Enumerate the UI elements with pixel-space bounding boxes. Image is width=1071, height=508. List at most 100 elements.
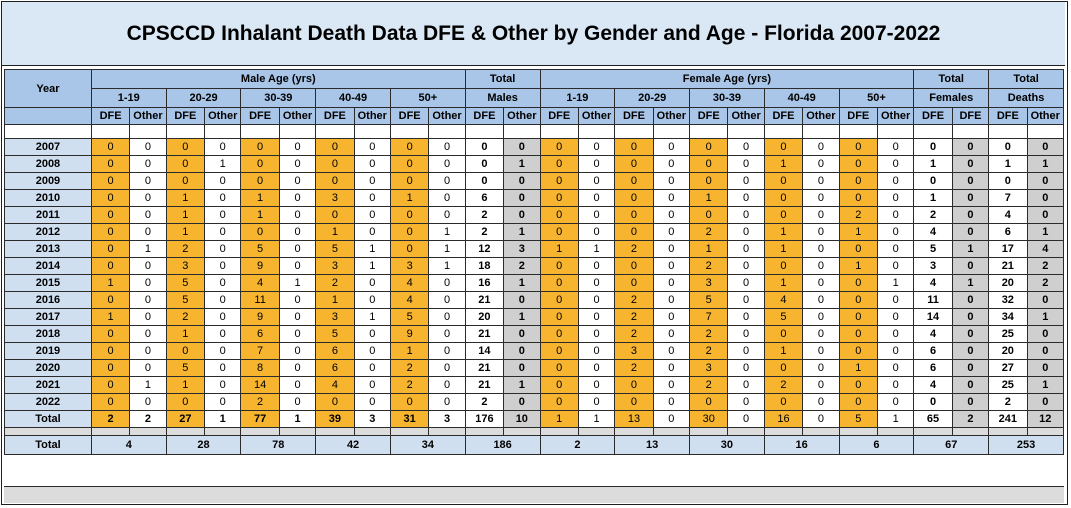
female-other-cell: 0 <box>727 342 765 360</box>
total-males-cell: 21 <box>464 359 505 377</box>
male-other-cell: 0 <box>353 274 391 292</box>
female-age-grand-cell: 13 <box>614 435 691 455</box>
female-other-cell: 0 <box>876 376 915 394</box>
female-other-cell: 0 <box>727 257 765 275</box>
female-other-cell: 0 <box>577 393 616 411</box>
male-other-cell: 0 <box>129 308 167 326</box>
male-dfe-cell: 0 <box>315 138 355 156</box>
female-dfe-cell: 0 <box>539 274 579 292</box>
female-other-cell: 0 <box>727 223 765 241</box>
dfe-header: DFE <box>240 107 280 125</box>
male-other-cell: 0 <box>204 325 242 343</box>
female-dfe-cell: 2 <box>614 240 654 258</box>
male-dfe-cell: 0 <box>165 138 206 156</box>
dfe-header: DFE <box>951 107 990 125</box>
female-other-cell: 0 <box>652 206 691 224</box>
spacer-cell <box>652 124 691 139</box>
female-dfe-cell: 1 <box>689 240 729 258</box>
male-dfe-cell: 8 <box>240 359 280 377</box>
female-dfe-cell: 0 <box>689 172 729 190</box>
female-other-cell: 0 <box>802 308 840 326</box>
female-age-grand-cell: 2 <box>539 435 616 455</box>
male-dfe-cell: 5 <box>165 359 206 377</box>
total-males-header-2: Males <box>464 88 541 108</box>
female-dfe-cell: 0 <box>539 257 579 275</box>
female-other-cell: 0 <box>577 325 616 343</box>
total-deaths-cell: 20 <box>988 342 1028 360</box>
male-dfe-cell: 6 <box>240 325 280 343</box>
dfe-header: DFE <box>913 107 953 125</box>
male-dfe-cell: 3 <box>315 189 355 207</box>
female-other-cell: 0 <box>652 342 691 360</box>
other-header: Other <box>876 107 915 125</box>
female-total-cell: 30 <box>689 410 729 428</box>
male-other-cell: 0 <box>428 342 466 360</box>
gap-cell <box>652 427 691 436</box>
total-males-cell: 1 <box>503 155 541 173</box>
total-males-cell: 0 <box>503 393 541 411</box>
female-dfe-cell: 0 <box>763 206 804 224</box>
female-other-cell: 0 <box>876 138 915 156</box>
total-females-cell: 4 <box>913 223 953 241</box>
total-females-cell: 5 <box>913 240 953 258</box>
spacer-cell <box>577 124 616 139</box>
female-dfe-cell: 5 <box>763 308 804 326</box>
total-deaths-cell: 25 <box>988 325 1028 343</box>
total-deaths-sum-cell: 12 <box>1026 410 1065 428</box>
dfe-header: DFE <box>763 107 804 125</box>
total-deaths-cell: 17 <box>988 240 1028 258</box>
spacer-cell <box>129 124 167 139</box>
female-dfe-cell: 0 <box>838 189 878 207</box>
female-dfe-cell: 1 <box>763 274 804 292</box>
total-males-cell: 0 <box>503 138 541 156</box>
total-deaths-sum-cell: 241 <box>988 410 1028 428</box>
male-age-group: 20-29 <box>165 88 242 108</box>
male-dfe-cell: 1 <box>240 189 280 207</box>
male-other-cell: 0 <box>204 308 242 326</box>
female-other-cell: 0 <box>727 189 765 207</box>
female-other-cell: 0 <box>577 155 616 173</box>
total-females-cell: 0 <box>951 189 990 207</box>
year-cell: 2013 <box>4 240 92 258</box>
total-deaths-cell: 0 <box>1026 359 1065 377</box>
male-total-cell: 31 <box>389 410 430 428</box>
dfe-header: DFE <box>389 107 430 125</box>
female-dfe-cell: 0 <box>763 172 804 190</box>
male-other-cell: 1 <box>428 257 466 275</box>
spacer-cell <box>838 124 878 139</box>
female-dfe-cell: 2 <box>838 206 878 224</box>
male-other-cell: 0 <box>278 359 317 377</box>
male-other-cell: 0 <box>129 291 167 309</box>
female-dfe-cell: 7 <box>689 308 729 326</box>
female-other-cell: 0 <box>876 308 915 326</box>
female-other-cell: 0 <box>577 223 616 241</box>
male-other-cell: 0 <box>353 342 391 360</box>
male-other-cell: 0 <box>129 172 167 190</box>
year-cell: 2018 <box>4 325 92 343</box>
male-dfe-cell: 0 <box>90 393 131 411</box>
male-other-cell: 1 <box>129 240 167 258</box>
female-dfe-cell: 0 <box>689 138 729 156</box>
male-other-cell: 0 <box>353 223 391 241</box>
female-dfe-cell: 0 <box>763 138 804 156</box>
male-other-cell: 0 <box>129 393 167 411</box>
female-age-group: 30-39 <box>689 88 765 108</box>
female-dfe-cell: 2 <box>689 223 729 241</box>
total-males-cell: 14 <box>464 342 505 360</box>
female-dfe-cell: 0 <box>539 206 579 224</box>
female-other-cell: 0 <box>577 138 616 156</box>
female-dfe-cell: 2 <box>689 376 729 394</box>
male-other-cell: 0 <box>428 172 466 190</box>
male-dfe-cell: 1 <box>165 325 206 343</box>
male-other-cell: 0 <box>129 155 167 173</box>
total-deaths-header-2: Deaths <box>988 88 1064 108</box>
table-row: 2014 0 0 3 0 9 0 3 1 3 1 18 2 0 0 0 0 2 0 0 0 1 0 3 0 21 2 <box>4 257 1065 275</box>
female-other-cell: 0 <box>652 138 691 156</box>
total-deaths-cell: 1 <box>1026 223 1065 241</box>
gap-cell <box>464 427 505 436</box>
female-other-cell: 0 <box>577 206 616 224</box>
total-females-cell: 0 <box>951 308 990 326</box>
total-males-cell: 12 <box>464 240 505 258</box>
female-other-cell: 0 <box>727 206 765 224</box>
female-dfe-cell: 0 <box>763 189 804 207</box>
